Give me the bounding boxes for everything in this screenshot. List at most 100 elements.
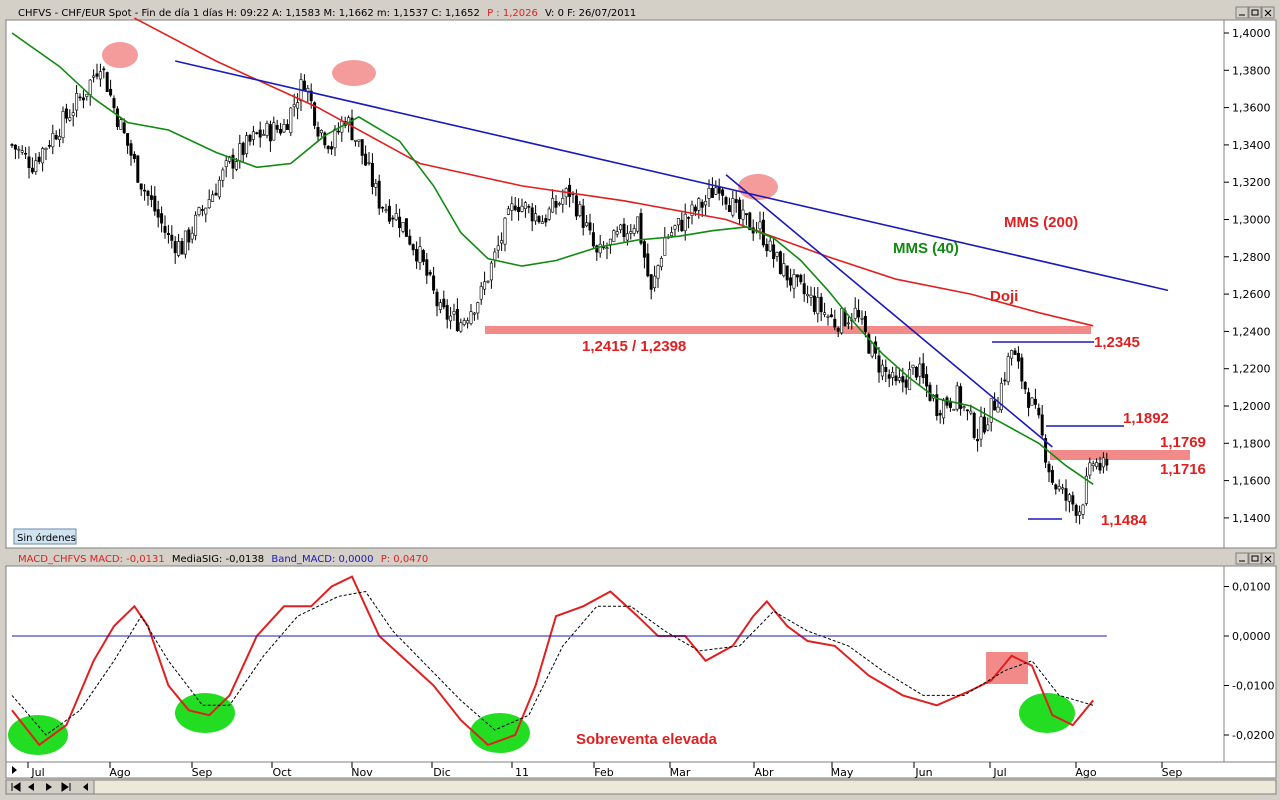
candle bbox=[146, 189, 150, 206]
candle bbox=[1047, 461, 1051, 483]
orders-button[interactable]: Sin órdenes bbox=[13, 528, 77, 545]
candle bbox=[445, 299, 449, 329]
price-panel[interactable] bbox=[5, 19, 1225, 549]
candle-body bbox=[1010, 350, 1014, 359]
candle-body bbox=[996, 406, 1000, 413]
candle-body bbox=[816, 297, 820, 315]
candle bbox=[221, 167, 225, 188]
header-text: CHFVS - CHF/EUR Spot - Fin de día 1 días… bbox=[18, 7, 480, 19]
candle bbox=[744, 213, 748, 226]
macd-window-buttons[interactable] bbox=[1235, 552, 1275, 565]
candle-body bbox=[105, 72, 109, 93]
candle bbox=[428, 269, 432, 277]
candle-body bbox=[194, 214, 198, 236]
candle bbox=[54, 130, 58, 141]
candle bbox=[177, 234, 181, 258]
header-p: P : 1,2026 bbox=[487, 8, 538, 19]
candle-body bbox=[10, 144, 14, 146]
candle bbox=[1091, 460, 1095, 472]
candle bbox=[704, 194, 708, 216]
candle-body bbox=[1020, 357, 1024, 382]
candle-body bbox=[78, 96, 82, 99]
candle bbox=[466, 317, 470, 329]
candle-body bbox=[316, 126, 320, 137]
candle bbox=[714, 180, 718, 196]
candle-body bbox=[605, 247, 609, 250]
candle bbox=[17, 145, 21, 159]
candle bbox=[27, 146, 31, 179]
candle bbox=[1020, 353, 1024, 389]
candle-body bbox=[938, 412, 942, 416]
candle-body bbox=[425, 259, 429, 276]
candle-body bbox=[1095, 462, 1099, 467]
candle-body bbox=[370, 162, 374, 187]
candle bbox=[377, 174, 381, 215]
candle-body bbox=[972, 412, 976, 438]
candle bbox=[523, 201, 527, 218]
candle-body bbox=[901, 376, 905, 383]
candle bbox=[1030, 396, 1034, 406]
candle-body bbox=[707, 188, 711, 199]
candle-body bbox=[387, 205, 391, 222]
x-tick-label: Abr bbox=[754, 766, 774, 779]
axes: 1,4000 1,3800 1,3600 1,3400 1,3200 1,3000 1,28… bbox=[27, 27, 1274, 779]
candle-body bbox=[687, 217, 691, 219]
candle bbox=[656, 264, 660, 288]
candle-body bbox=[245, 135, 249, 155]
candle-body bbox=[846, 322, 850, 325]
candle bbox=[217, 176, 221, 200]
x-tick-label: Sep bbox=[192, 766, 213, 779]
candle bbox=[724, 195, 728, 210]
x-tick-label: 11 bbox=[515, 766, 529, 779]
candle bbox=[976, 428, 980, 452]
candle bbox=[258, 121, 262, 148]
candle-body bbox=[863, 315, 867, 332]
candle-body bbox=[200, 209, 204, 211]
candle-body bbox=[71, 112, 75, 116]
candle bbox=[1013, 347, 1017, 355]
candle-body bbox=[884, 367, 888, 372]
candle bbox=[160, 206, 164, 233]
candle-body bbox=[670, 232, 674, 237]
candle bbox=[68, 109, 72, 122]
horizontal-scrollbar[interactable] bbox=[93, 779, 1277, 795]
candle-body bbox=[258, 129, 262, 138]
candle bbox=[129, 139, 133, 166]
window-buttons[interactable] bbox=[1235, 6, 1275, 19]
candle-body bbox=[455, 309, 459, 332]
candle bbox=[353, 139, 357, 147]
candle-body bbox=[921, 363, 925, 378]
svg-text:CHFVS - CHF/EUR Spot - Fin de: CHFVS - CHF/EUR Spot - Fin de día 1 días… bbox=[18, 7, 636, 19]
candle bbox=[904, 375, 908, 395]
candle-body bbox=[809, 294, 813, 298]
candle bbox=[1067, 492, 1071, 513]
candle bbox=[530, 202, 534, 232]
candle-body bbox=[891, 371, 895, 378]
candle-body bbox=[180, 241, 184, 255]
candle bbox=[272, 116, 276, 141]
candle-body bbox=[500, 240, 504, 244]
candle bbox=[795, 274, 799, 287]
candle bbox=[551, 189, 555, 213]
candle bbox=[81, 90, 85, 109]
candle bbox=[105, 71, 109, 93]
major-trend-line bbox=[175, 60, 1169, 292]
x-axis bbox=[5, 761, 1277, 779]
candle bbox=[979, 406, 983, 447]
candle bbox=[680, 212, 684, 233]
candle-body bbox=[432, 275, 436, 291]
candle bbox=[421, 248, 425, 266]
candle bbox=[326, 145, 330, 154]
nav-buttons[interactable] bbox=[5, 779, 95, 795]
candle-body bbox=[408, 235, 412, 245]
candle bbox=[289, 107, 293, 137]
macd-tick-label: -0,0200 bbox=[1232, 729, 1274, 742]
price-tick-label: 1,3000 bbox=[1232, 214, 1271, 227]
candle-body bbox=[530, 207, 534, 222]
x-tick-label: Sep bbox=[1162, 766, 1183, 779]
candle bbox=[1071, 491, 1075, 511]
candle bbox=[1003, 372, 1007, 386]
candle-body bbox=[330, 146, 334, 150]
candle-body bbox=[248, 134, 252, 142]
candle-body bbox=[1006, 356, 1010, 383]
